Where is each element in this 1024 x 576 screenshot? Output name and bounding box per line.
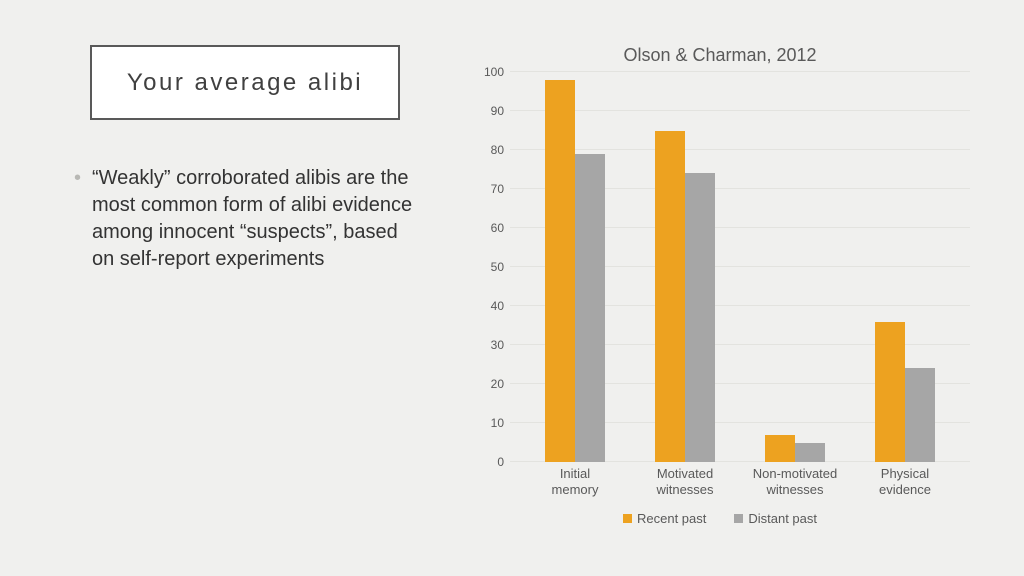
- bullet-marker-icon: •: [74, 165, 81, 192]
- bar-group: [520, 72, 630, 462]
- bullet-item: • “Weakly” corroborated alibis are the m…: [92, 165, 422, 273]
- bar-group: [740, 72, 850, 462]
- y-tick-label: 90: [491, 104, 504, 118]
- bullet-text: “Weakly” corroborated alibis are the mos…: [92, 165, 422, 273]
- bar: [545, 80, 575, 462]
- legend: Recent past Distant past: [470, 511, 970, 526]
- bar: [795, 443, 825, 463]
- bar: [875, 322, 905, 462]
- x-axis-label: Physicalevidence: [850, 466, 960, 497]
- bar-group: [850, 72, 960, 462]
- y-tick-label: 50: [491, 260, 504, 274]
- legend-item: Recent past: [623, 511, 706, 526]
- legend-label: Recent past: [637, 511, 706, 526]
- y-tick-label: 30: [491, 338, 504, 352]
- title-box: Your average alibi: [90, 45, 400, 120]
- slide-title: Your average alibi: [127, 69, 363, 97]
- slide: Your average alibi • “Weakly” corroborat…: [0, 0, 1024, 576]
- chart-title: Olson & Charman, 2012: [470, 45, 970, 66]
- y-tick-label: 10: [491, 416, 504, 430]
- y-tick-label: 60: [491, 221, 504, 235]
- plot-area: 0102030405060708090100: [510, 72, 970, 462]
- y-tick-label: 80: [491, 143, 504, 157]
- legend-swatch-icon: [734, 514, 743, 523]
- x-axis-label: Non-motivatedwitnesses: [740, 466, 850, 497]
- bar-group: [630, 72, 740, 462]
- y-tick-label: 70: [491, 182, 504, 196]
- y-tick-label: 40: [491, 299, 504, 313]
- bar-chart: Olson & Charman, 2012 010203040506070809…: [470, 45, 970, 525]
- legend-label: Distant past: [748, 511, 817, 526]
- bar: [905, 368, 935, 462]
- y-axis: 0102030405060708090100: [470, 72, 510, 462]
- y-tick-label: 100: [484, 65, 504, 79]
- legend-item: Distant past: [734, 511, 817, 526]
- bar-groups: [510, 72, 970, 462]
- legend-swatch-icon: [623, 514, 632, 523]
- x-axis-labels: InitialmemoryMotivatedwitnessesNon-motiv…: [510, 462, 970, 497]
- bar: [765, 435, 795, 462]
- x-axis-label: Motivatedwitnesses: [630, 466, 740, 497]
- y-tick-label: 20: [491, 377, 504, 391]
- y-tick-label: 0: [497, 455, 504, 469]
- x-axis-label: Initialmemory: [520, 466, 630, 497]
- bar: [655, 131, 685, 463]
- bar: [685, 173, 715, 462]
- bar: [575, 154, 605, 462]
